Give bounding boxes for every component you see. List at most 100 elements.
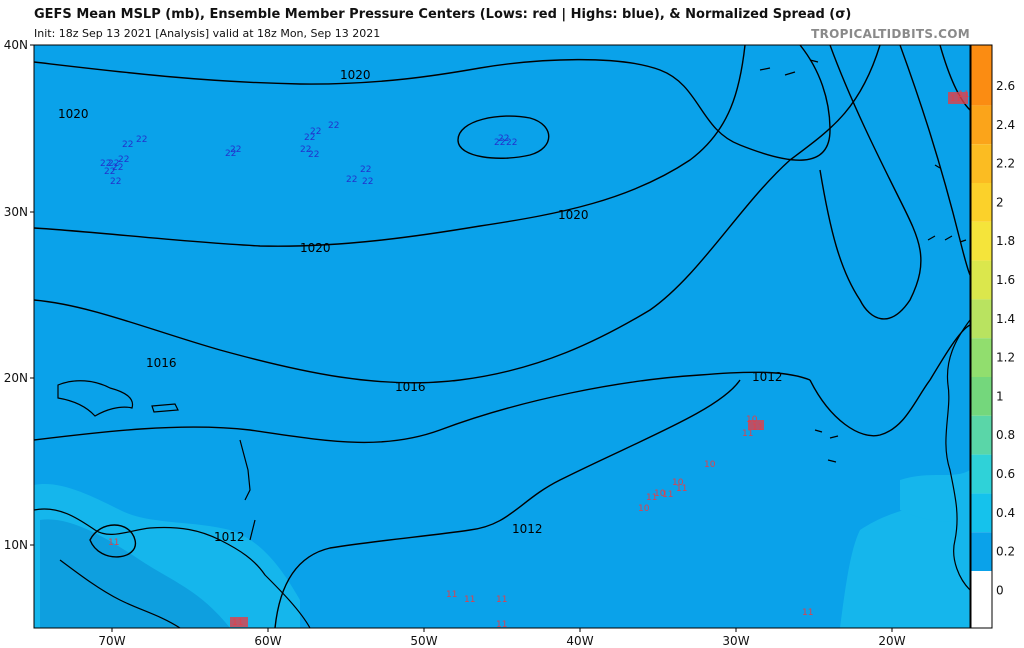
chart-subtitle: Init: 18z Sep 13 2021 [Analysis] valid a… xyxy=(34,27,381,40)
colorbar-swatch xyxy=(971,260,992,300)
high-marker: 22 xyxy=(310,127,321,137)
contour-label: 1016 xyxy=(146,356,177,370)
low-marker: 11 xyxy=(802,608,813,618)
spread-patch xyxy=(900,470,970,522)
high-marker: 22 xyxy=(328,121,339,131)
low-marker: 11 xyxy=(742,429,753,439)
isobar-1020-south xyxy=(34,45,746,247)
isobar-far-east xyxy=(899,45,970,276)
high-marker: 22 xyxy=(136,135,147,145)
colorbar-tick-label: 1.8 xyxy=(996,234,1015,248)
colorbar-tick-label: 1 xyxy=(996,389,1004,403)
isobar-carib-low xyxy=(89,524,136,558)
colorbar-tick-label: 2.4 xyxy=(996,118,1015,132)
canary-islands xyxy=(927,235,967,243)
colorbar-tick-label: 0.6 xyxy=(996,467,1015,481)
low-marker: 10 xyxy=(654,489,666,499)
lon-label: 70W xyxy=(98,634,125,648)
isobar-contours xyxy=(34,45,970,628)
contour-label: 1020 xyxy=(340,68,371,82)
high-marker: 22 xyxy=(230,145,241,155)
contour-label: 1012 xyxy=(214,530,245,544)
colorbar-tick-label: 2 xyxy=(996,195,1004,209)
low-marker: 11 xyxy=(108,538,119,548)
low-marker: 11 xyxy=(496,595,507,605)
low-marker: 11 xyxy=(464,595,475,605)
isobar-1012 xyxy=(34,371,811,444)
lon-label: 40W xyxy=(566,634,593,648)
colorbar-swatch xyxy=(971,493,992,533)
colorbar-swatch xyxy=(971,45,992,106)
low-cluster xyxy=(230,617,248,627)
colorbar-frame xyxy=(970,44,993,629)
colorbar-swatch xyxy=(971,415,992,455)
low-marker: 11 xyxy=(676,484,687,494)
isobar-1016 xyxy=(34,45,881,384)
isobar-1016-east xyxy=(819,45,922,320)
high-marker: 22 xyxy=(300,145,311,155)
cape-verde-islands xyxy=(814,429,839,463)
puerto-rico-coast xyxy=(151,403,179,413)
colorbar-swatch xyxy=(971,299,992,339)
contour-label: 1020 xyxy=(300,241,331,255)
colorbar-swatch xyxy=(971,454,992,494)
colorbar-tick-label: 1.4 xyxy=(996,312,1015,326)
high-marker: 22 xyxy=(362,177,373,187)
colorbar-tick-label: 0 xyxy=(996,583,1004,597)
colorbar-tick-label: 0.2 xyxy=(996,545,1015,559)
high-centers: 22 22 22 22 22 22 22 22 22 22 22 22 22 2… xyxy=(100,121,517,187)
lat-label: 10N xyxy=(4,538,28,552)
low-cluster xyxy=(748,420,764,430)
colorbar-tick-label: 0.8 xyxy=(996,428,1015,442)
lon-label: 60W xyxy=(254,634,281,648)
colorbar-swatch xyxy=(971,532,992,571)
low-marker: 11 xyxy=(646,493,657,503)
hispaniola-coast xyxy=(57,380,134,417)
high-marker: 22 xyxy=(506,138,517,148)
colorbar-swatch xyxy=(971,183,992,222)
spread-patch xyxy=(840,503,970,628)
lon-label: 30W xyxy=(722,634,749,648)
map-frame xyxy=(33,44,971,629)
contour-label: 1016 xyxy=(395,380,426,394)
isobar-ne-corner xyxy=(939,45,970,111)
high-marker: 22 xyxy=(100,159,111,169)
low-marker: 11 xyxy=(496,620,507,630)
high-marker: 22 xyxy=(118,155,129,165)
isobar-1020-high-center xyxy=(457,115,550,159)
high-marker: 22 xyxy=(110,177,121,187)
low-marker: 10 xyxy=(672,478,684,488)
high-marker: 22 xyxy=(308,150,319,160)
antilles-chain xyxy=(239,439,256,541)
high-marker: 22 xyxy=(104,167,115,177)
spread-colorbar: 2.6 2.4 2.2 2 1.8 1.6 1.4 1.2 1 0.8 0.6 0.4 0.2 0 xyxy=(970,44,1015,629)
low-marker: 10 xyxy=(638,504,650,514)
high-marker: 22 xyxy=(498,134,509,144)
colorbar-tick-label: 2.2 xyxy=(996,157,1015,171)
high-marker: 22 xyxy=(494,138,505,148)
lat-label: 30N xyxy=(4,205,28,219)
low-marker: 10 xyxy=(704,460,716,470)
colorbar-swatch xyxy=(971,338,992,377)
chart-title: GEFS Mean MSLP (mb), Ensemble Member Pre… xyxy=(34,7,852,22)
high-marker: 22 xyxy=(304,133,315,143)
low-marker: 11 xyxy=(662,490,673,500)
high-marker: 22 xyxy=(112,163,123,173)
high-marker: 22 xyxy=(122,140,133,150)
madeira-island xyxy=(934,164,941,169)
contour-label: 1012 xyxy=(752,370,783,384)
high-marker: 22 xyxy=(225,149,236,159)
low-marker: 11 xyxy=(446,590,457,600)
colorbar-swatch xyxy=(971,105,992,145)
site-credit[interactable]: TROPICALTIDBITS.COM xyxy=(811,27,970,41)
coastlines xyxy=(34,59,970,628)
low-cluster xyxy=(948,92,968,104)
contour-label: 1020 xyxy=(558,208,589,222)
high-marker: 22 xyxy=(346,175,357,185)
high-marker: 22 xyxy=(360,165,371,175)
venezuela-interior xyxy=(59,559,181,628)
isobar-1012-ring xyxy=(274,379,741,628)
colorbar-swatch xyxy=(971,571,992,628)
colorbar-tick-label: 1.2 xyxy=(996,351,1015,365)
